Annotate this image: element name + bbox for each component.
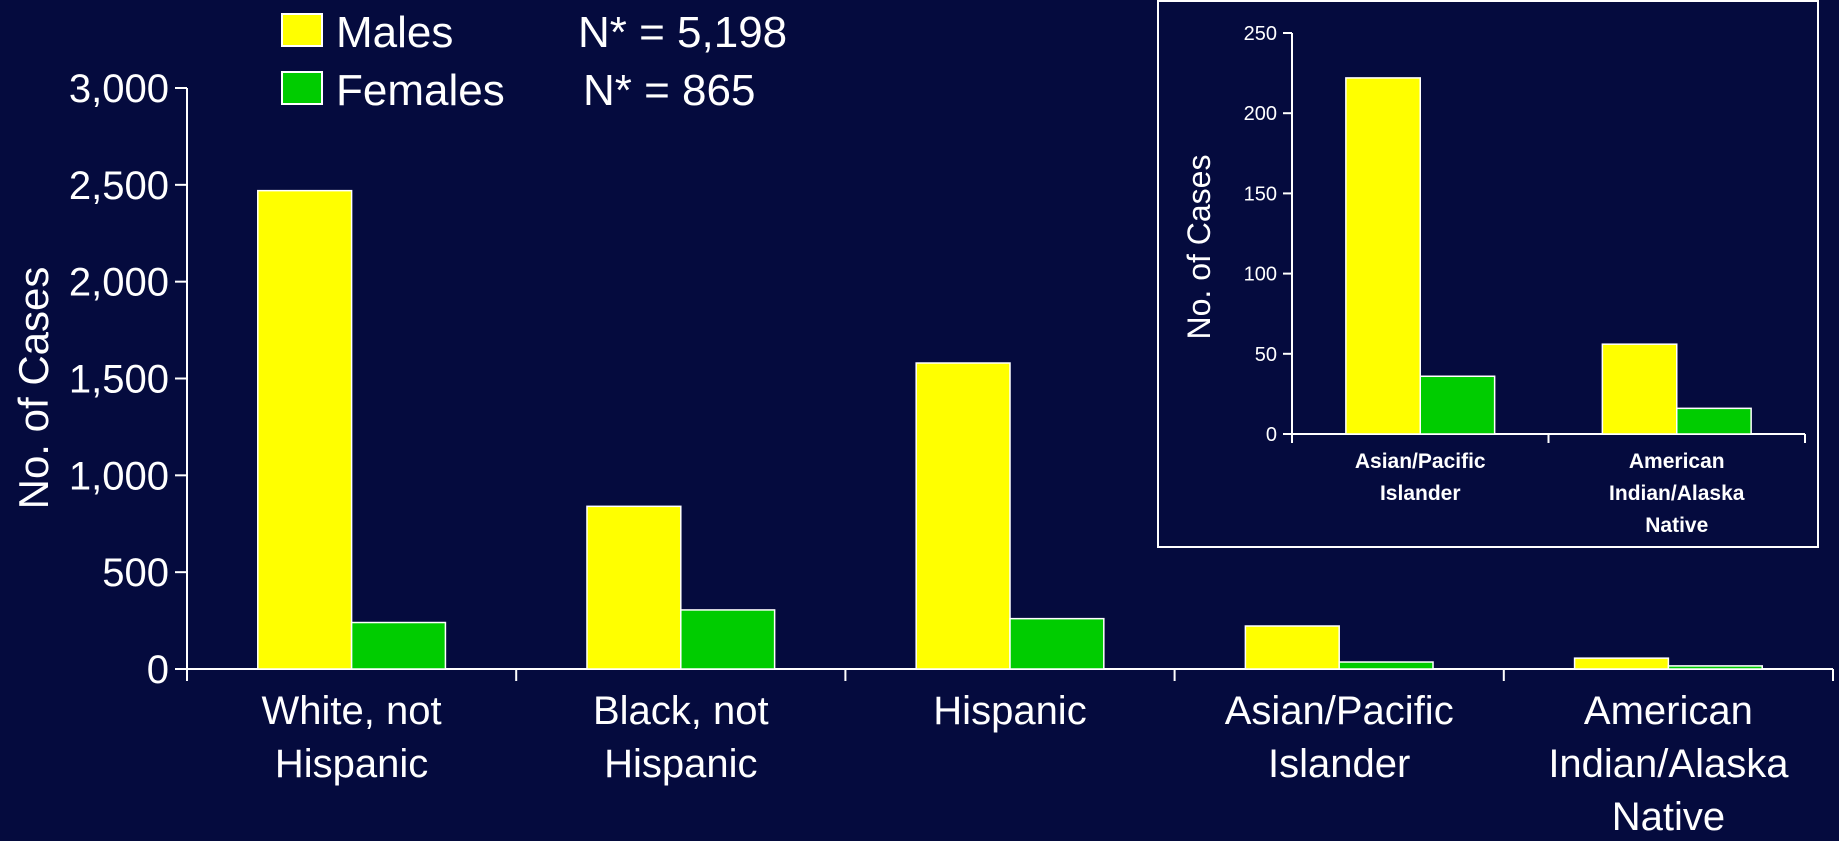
legend-swatch-females xyxy=(281,71,323,105)
main-category-label: Islander xyxy=(1268,742,1410,786)
inset-bar-males xyxy=(1601,343,1678,435)
inset-category-label: Asian/Pacific xyxy=(1355,450,1486,473)
main-y-tick-label: 2,000 xyxy=(69,261,169,305)
main-bar-males xyxy=(915,362,1011,670)
inset-y-tick-label: 0 xyxy=(1266,424,1277,446)
main-bar-females xyxy=(1667,665,1763,670)
inset-bar-females xyxy=(1676,407,1752,435)
main-bar-females xyxy=(1338,661,1434,670)
inset-y-tick-label: 150 xyxy=(1244,183,1277,205)
inset-category-label: Indian/Alaska xyxy=(1609,482,1745,505)
main-category-label: White, not xyxy=(262,689,442,733)
inset-y-axis-label: No. of Cases xyxy=(1181,155,1217,340)
main-bar-males xyxy=(1573,657,1670,670)
legend: Males N* = 5,198 Females N* = 865 xyxy=(281,8,787,115)
main-category-label: Asian/Pacific xyxy=(1225,689,1454,733)
main-y-tick-label: 500 xyxy=(102,551,169,595)
inset-y-tick-label: 250 xyxy=(1244,23,1277,45)
inset-frame xyxy=(1157,0,1819,548)
main-y-tick-label: 2,500 xyxy=(69,164,169,208)
inset-y-tick-label: 100 xyxy=(1244,264,1277,286)
main-y-tick-label: 1,500 xyxy=(69,358,169,402)
main-y-tick-label: 1,000 xyxy=(69,454,169,498)
inset-category-label: Native xyxy=(1645,514,1708,537)
main-category-label: Black, not xyxy=(593,689,769,733)
main-bar-males xyxy=(257,189,353,670)
main-chart: No. of Cases 05001,0001,5002,0002,5003,0… xyxy=(10,67,1834,839)
legend-label-females: Females xyxy=(336,66,505,115)
main-category-label: Hispanic xyxy=(933,689,1086,733)
main-category-label: Hispanic xyxy=(275,742,428,786)
inset-category-label: Islander xyxy=(1380,482,1461,505)
main-bar-females xyxy=(1009,617,1105,670)
main-bar-females xyxy=(350,621,447,670)
main-y-tick-label: 3,000 xyxy=(69,67,169,111)
inset-chart: No. of Cases 0 50 100 150 200 250 Asian/Pacifi… xyxy=(1157,0,1819,548)
legend-n-males: N* = 5,198 xyxy=(578,8,787,57)
main-y-tick-label: 0 xyxy=(147,648,169,692)
legend-label-males: Males xyxy=(336,8,453,57)
main-y-axis-label: No. of Cases xyxy=(10,267,57,510)
main-category-label: Native xyxy=(1612,795,1725,836)
main-bar-males xyxy=(586,505,682,670)
main-bar-females xyxy=(680,609,776,670)
inset-bar-females xyxy=(1419,375,1496,435)
main-category-label: American xyxy=(1584,689,1753,733)
legend-n-females: N* = 865 xyxy=(583,66,755,115)
inset-y-tick-label: 50 xyxy=(1255,344,1277,366)
main-bar-males xyxy=(1244,625,1340,670)
inset-y-tick-label: 200 xyxy=(1244,103,1277,125)
inset-category-label: American xyxy=(1629,450,1725,473)
inset-bar-males xyxy=(1345,77,1421,435)
main-category-label: Hispanic xyxy=(604,742,757,786)
main-category-label: Indian/Alaska xyxy=(1548,742,1789,786)
legend-swatch-males xyxy=(281,13,323,47)
